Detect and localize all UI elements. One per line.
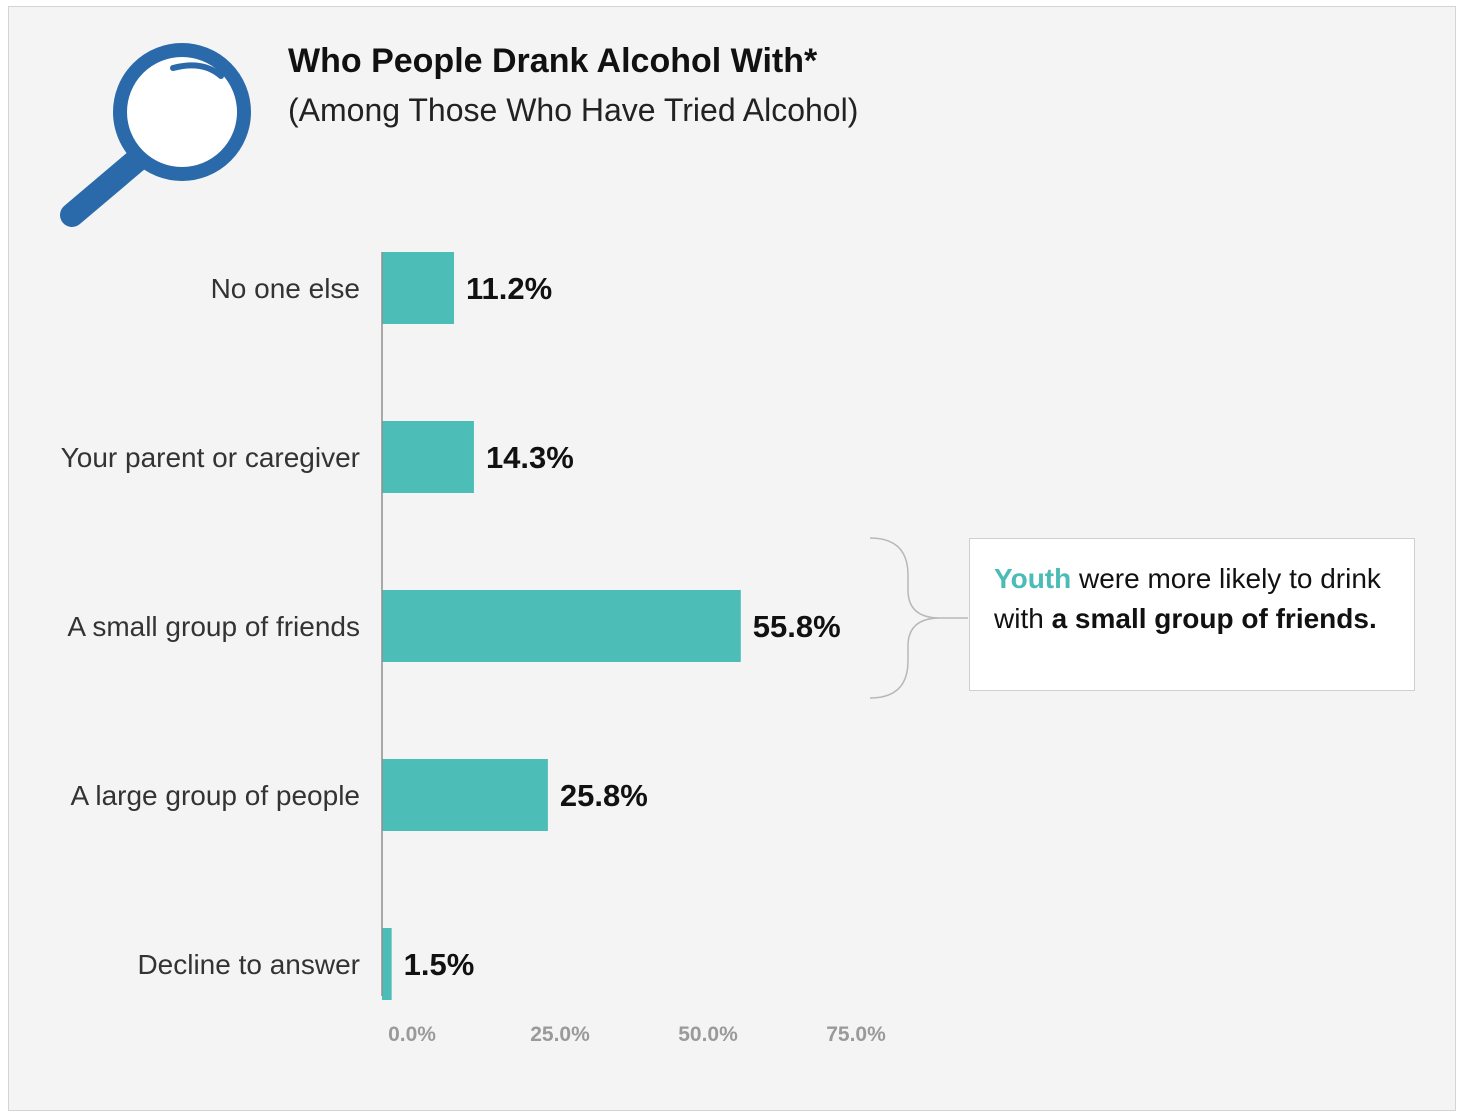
category-label-decline-to-answer: Decline to answer bbox=[137, 949, 360, 980]
chart-title: Who People Drank Alcohol With* bbox=[288, 42, 818, 80]
value-label-your-parent-or-caregiver: 14.3% bbox=[486, 440, 574, 475]
callout-bold: a small group of friends. bbox=[1051, 603, 1377, 634]
x-tick-label-0: 0.0% bbox=[388, 1023, 436, 1046]
bar-decline-to-answer bbox=[382, 928, 392, 1000]
category-label-your-parent-or-caregiver: Your parent or caregiver bbox=[61, 442, 360, 473]
callout-brace bbox=[869, 537, 968, 699]
value-label-no-one-else: 11.2% bbox=[466, 271, 552, 306]
value-label-a-large-group-of-people: 25.8% bbox=[560, 778, 648, 813]
x-tick-label-1: 25.0% bbox=[530, 1023, 590, 1046]
bar-no-one-else bbox=[382, 252, 455, 324]
bar-a-small-group-of-friends bbox=[382, 590, 741, 662]
x-tick-label-2: 50.0% bbox=[678, 1023, 738, 1046]
callout-box: Youth were more likely to drink with a s… bbox=[969, 538, 1415, 691]
magnifying-glass-icon bbox=[60, 43, 251, 227]
callout-highlight: Youth bbox=[994, 563, 1072, 594]
category-label-a-small-group-of-friends: A small group of friends bbox=[67, 611, 360, 642]
callout-text: were more likely to drink with bbox=[994, 563, 1381, 634]
bar-your-parent-or-caregiver bbox=[382, 421, 474, 493]
value-label-decline-to-answer: 1.5% bbox=[404, 947, 475, 982]
bar-a-large-group-of-people bbox=[382, 759, 548, 831]
category-label-no-one-else: No one else bbox=[211, 273, 360, 304]
chart-subtitle: (Among Those Who Have Tried Alcohol) bbox=[288, 92, 859, 128]
value-label-a-small-group-of-friends: 55.8% bbox=[753, 609, 841, 644]
category-label-a-large-group-of-people: A large group of people bbox=[70, 780, 360, 811]
x-tick-label-3: 75.0% bbox=[826, 1023, 886, 1046]
